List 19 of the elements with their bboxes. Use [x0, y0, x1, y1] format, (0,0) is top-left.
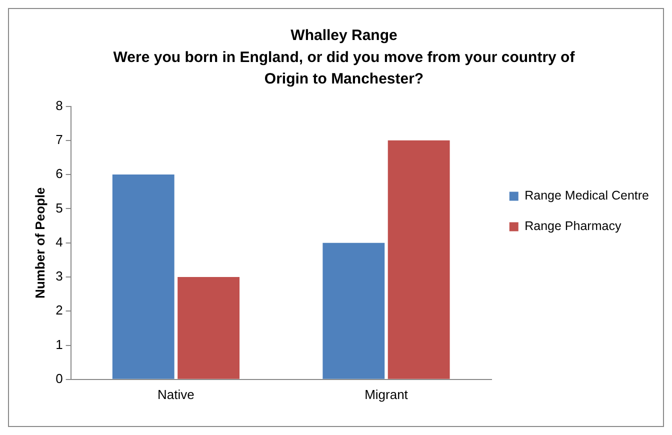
y-tick-label: 3 — [56, 268, 63, 284]
y-tick-label: 5 — [56, 200, 63, 216]
y-tick-label: 8 — [56, 98, 63, 113]
legend-label: Range Medical Centre — [524, 188, 650, 203]
y-tick-label: 7 — [56, 132, 63, 147]
y-tick-label: 1 — [56, 336, 63, 352]
bar — [322, 242, 385, 379]
legend-label: Range Pharmacy — [524, 219, 622, 234]
chart-title: Whalley Range Were you born in England, or did you move from your country of Origin to Manchester? — [113, 27, 576, 88]
y-axis-title: Number of People — [32, 187, 48, 298]
y-tick-label: 2 — [56, 302, 63, 318]
y-tick-label: 6 — [56, 166, 63, 182]
x-tick-label: Native — [158, 386, 194, 402]
y-tick-label: 0 — [56, 370, 63, 386]
bar — [178, 276, 240, 379]
y-tick-label: 4 — [56, 234, 63, 250]
bar — [388, 140, 450, 379]
x-tick-label: Migrant — [364, 386, 408, 402]
bar — [112, 174, 174, 379]
